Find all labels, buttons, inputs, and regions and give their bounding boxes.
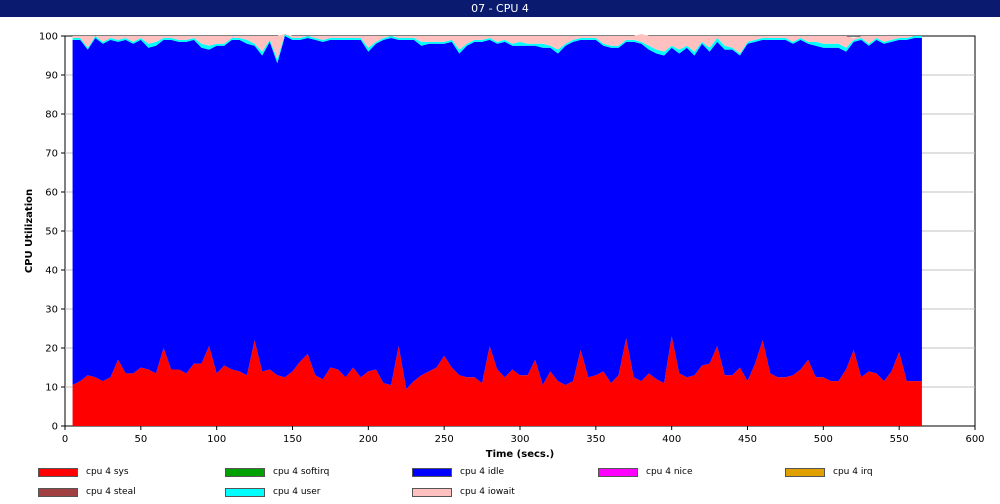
legend-label: cpu 4 idle <box>460 467 505 477</box>
cpu-utilization-chart: 0 10 20 30 40 50 60 70 80 90 100 0 50 100 150 200 250 300… <box>24 32 985 461</box>
x-tick-label: 0 <box>62 434 68 445</box>
chart-title: 07 - CPU 4 <box>471 2 529 15</box>
y-tick-label: 60 <box>45 188 58 199</box>
x-tick-label: 50 <box>134 434 147 445</box>
series-area-cpu-4-iowait <box>72 34 922 60</box>
y-tick-label: 80 <box>45 110 58 121</box>
stacked-areas <box>72 34 922 426</box>
legend-swatch <box>38 487 78 497</box>
legend-label: cpu 4 nice <box>646 467 693 477</box>
x-tick-label: 250 <box>435 434 454 445</box>
y-tick-label: 90 <box>45 71 58 82</box>
legend-label: cpu 4 steal <box>86 487 136 497</box>
y-tick-label: 0 <box>52 422 58 433</box>
x-axis-label: Time (secs.) <box>486 449 555 460</box>
legend-label: cpu 4 sys <box>86 467 129 477</box>
x-tick-label: 300 <box>510 434 529 445</box>
legend-swatch <box>412 467 452 477</box>
legend-item: cpu 4 sys <box>38 465 129 479</box>
legend-label: cpu 4 iowait <box>460 487 515 497</box>
x-tick-label: 350 <box>586 434 605 445</box>
legend-label: cpu 4 softirq <box>273 467 330 477</box>
legend-swatch <box>412 487 452 497</box>
legend-label: cpu 4 user <box>273 487 321 497</box>
legend-label: cpu 4 irq <box>833 467 873 477</box>
legend-swatch <box>785 467 825 477</box>
y-axis-label: CPU Utilization <box>24 189 35 273</box>
x-tick-label: 600 <box>965 434 984 445</box>
legend-swatch <box>225 467 265 477</box>
x-tick-label: 550 <box>890 434 909 445</box>
chart-title-bar: 07 - CPU 4 <box>0 0 1000 17</box>
axes: 0 10 20 30 40 50 60 70 80 90 100 0 50 100 150 200 250 300… <box>39 32 985 446</box>
legend-item: cpu 4 irq <box>785 465 873 479</box>
legend-item: cpu 4 softirq <box>225 465 329 479</box>
legend-swatch <box>225 487 265 497</box>
y-tick-label: 30 <box>45 305 58 316</box>
y-tick-label: 10 <box>45 383 58 394</box>
series-area-cpu-4-idle <box>72 36 922 389</box>
legend-item: cpu 4 iowait <box>412 485 515 499</box>
x-tick-label: 200 <box>359 434 378 445</box>
series-area-cpu-4-sys <box>72 336 922 426</box>
legend-item: cpu 4 idle <box>412 465 504 479</box>
x-tick-label: 500 <box>814 434 833 445</box>
chart-legend: cpu 4 sys cpu 4 softirq cpu 4 idle cpu 4 ni… <box>0 462 1000 504</box>
x-tick-label: 150 <box>283 434 302 445</box>
legend-swatch <box>598 467 638 477</box>
y-tick-label: 100 <box>39 32 58 43</box>
y-tick-label: 50 <box>45 227 58 238</box>
y-tick-label: 20 <box>45 344 58 355</box>
legend-item: cpu 4 user <box>225 485 320 499</box>
legend-item: cpu 4 steal <box>38 485 136 499</box>
legend-swatch <box>38 467 78 477</box>
x-tick-label: 100 <box>207 434 226 445</box>
y-tick-label: 40 <box>45 266 58 277</box>
legend-item: cpu 4 nice <box>598 465 693 479</box>
x-tick-label: 450 <box>738 434 757 445</box>
x-tick-label: 400 <box>662 434 681 445</box>
y-tick-label: 70 <box>45 149 58 160</box>
